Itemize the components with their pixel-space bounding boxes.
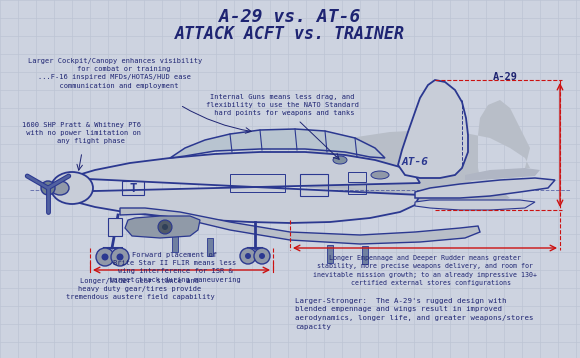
Bar — [327, 245, 333, 263]
Circle shape — [41, 181, 55, 195]
Bar — [108, 218, 122, 236]
Circle shape — [111, 248, 129, 266]
Text: Internal Guns means less drag, and
flexibility to use the NATO Standard
 hard po: Internal Guns means less drag, and flexi… — [205, 94, 358, 116]
Text: Longer/Wider Gear stance and
heavy duty gear/tires provide
tremendous austere fi: Longer/Wider Gear stance and heavy duty … — [66, 278, 215, 300]
Text: Larger-Stronger:  The A-29's rugged design with
blended empennage and wings resu: Larger-Stronger: The A-29's rugged desig… — [295, 298, 534, 329]
Text: Larger Cockpit/Canopy enhances visibility
    for combat or training
...F-16 ins: Larger Cockpit/Canopy enhances visibilit… — [28, 58, 202, 89]
Circle shape — [245, 253, 251, 259]
Circle shape — [162, 224, 168, 230]
Polygon shape — [415, 178, 555, 198]
Polygon shape — [120, 208, 480, 244]
Ellipse shape — [51, 181, 69, 195]
Polygon shape — [170, 129, 385, 158]
Polygon shape — [310, 185, 510, 205]
Circle shape — [117, 253, 124, 261]
Bar — [348, 172, 366, 182]
Circle shape — [259, 253, 265, 259]
Circle shape — [96, 248, 114, 266]
Bar — [172, 234, 178, 252]
Text: A-29: A-29 — [493, 72, 518, 82]
Bar — [207, 238, 213, 256]
Text: T: T — [129, 182, 137, 194]
Text: Longer Empennage and Deeper Rudder means greater
stability, more precise weapons: Longer Empennage and Deeper Rudder means… — [313, 255, 537, 286]
Circle shape — [240, 248, 256, 264]
Bar — [300, 174, 328, 196]
Ellipse shape — [371, 171, 389, 179]
Polygon shape — [290, 100, 530, 192]
Circle shape — [254, 248, 270, 264]
Bar — [230, 174, 285, 192]
Polygon shape — [465, 168, 540, 180]
Ellipse shape — [333, 156, 347, 164]
Bar — [362, 246, 368, 264]
Polygon shape — [398, 80, 468, 178]
Polygon shape — [415, 200, 535, 210]
Text: Forward placement of
Brite Star II FLIR means less
wing interference for ISR &
t: Forward placement of Brite Star II FLIR … — [109, 252, 241, 283]
Polygon shape — [55, 152, 420, 223]
Text: ATTACK ACFT vs. TRAINER: ATTACK ACFT vs. TRAINER — [175, 25, 405, 43]
Polygon shape — [125, 216, 200, 238]
Bar — [122, 181, 144, 195]
Ellipse shape — [51, 172, 93, 204]
Text: 1600 SHP Pratt & Whitney PT6
 with no power limitation on
    any flight phase: 1600 SHP Pratt & Whitney PT6 with no pow… — [23, 122, 142, 145]
Circle shape — [158, 220, 172, 234]
Bar — [348, 184, 366, 194]
Circle shape — [102, 253, 108, 261]
Text: AT-6: AT-6 — [401, 157, 429, 167]
Text: A-29 vs. AT-6: A-29 vs. AT-6 — [219, 8, 361, 26]
